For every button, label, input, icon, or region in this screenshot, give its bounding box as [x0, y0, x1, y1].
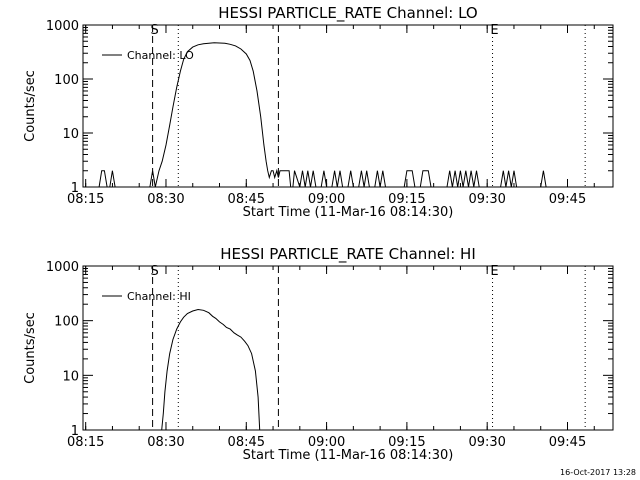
x-tick-label: 09:30: [468, 435, 505, 450]
y-tick-label: 100: [54, 315, 79, 330]
x-tick-label: 08:15: [67, 192, 104, 207]
y-tick-label: 1: [71, 424, 79, 439]
y-tick-label: 100: [54, 73, 79, 88]
x-tick-label: 09:15: [388, 192, 425, 207]
series-line: [98, 42, 547, 188]
event-marker-label: S: [150, 23, 158, 38]
x-tick-label: 09:45: [549, 435, 586, 450]
generated-timestamp: 16-Oct-2017 13:28: [560, 468, 636, 477]
x-tick-label: 08:15: [67, 435, 104, 450]
chart-title: HESSI PARTICLE_RATE Channel: HI: [220, 245, 476, 264]
x-axis-label: Start Time (11-Mar-16 08:14:30): [243, 205, 454, 220]
legend-label: Channel: LO: [127, 49, 194, 62]
chart-title: HESSI PARTICLE_RATE Channel: LO: [218, 4, 477, 23]
legend-label: Channel: HI: [127, 290, 191, 303]
x-tick-label: 08:45: [228, 435, 265, 450]
y-tick-label: 1: [71, 181, 79, 196]
y-tick-label: 10: [62, 127, 79, 142]
x-tick-label: 09:00: [308, 435, 345, 450]
x-tick-label: 09:15: [388, 435, 425, 450]
event-marker-label: E: [490, 23, 498, 38]
x-tick-label: 08:30: [147, 192, 184, 207]
x-tick-label: 08:45: [228, 192, 265, 207]
y-tick-label: 1000: [46, 260, 79, 275]
chart-panel-lo: HESSI PARTICLE_RATE Channel: LO 08:15 08:3…: [23, 4, 614, 220]
y-axis-label: Counts/sec: [23, 312, 38, 384]
x-tick-label: 09:45: [549, 192, 586, 207]
event-marker-label: E: [490, 264, 498, 279]
y-axis-label: Counts/sec: [23, 70, 38, 142]
y-tick-label: 1000: [46, 19, 79, 34]
y-tick-label: 10: [62, 369, 79, 384]
x-tick-label: 08:30: [147, 435, 184, 450]
x-axis-label: Start Time (11-Mar-16 08:14:30): [243, 448, 454, 463]
x-tick-label: 09:00: [308, 192, 345, 207]
event-marker-label: S: [150, 264, 158, 279]
series-line: [161, 308, 261, 431]
chart-panel-hi: HESSI PARTICLE_RATE Channel: HI 08:15 08:3…: [23, 245, 614, 463]
x-tick-label: 09:30: [468, 192, 505, 207]
plot-frame: [82, 265, 614, 431]
